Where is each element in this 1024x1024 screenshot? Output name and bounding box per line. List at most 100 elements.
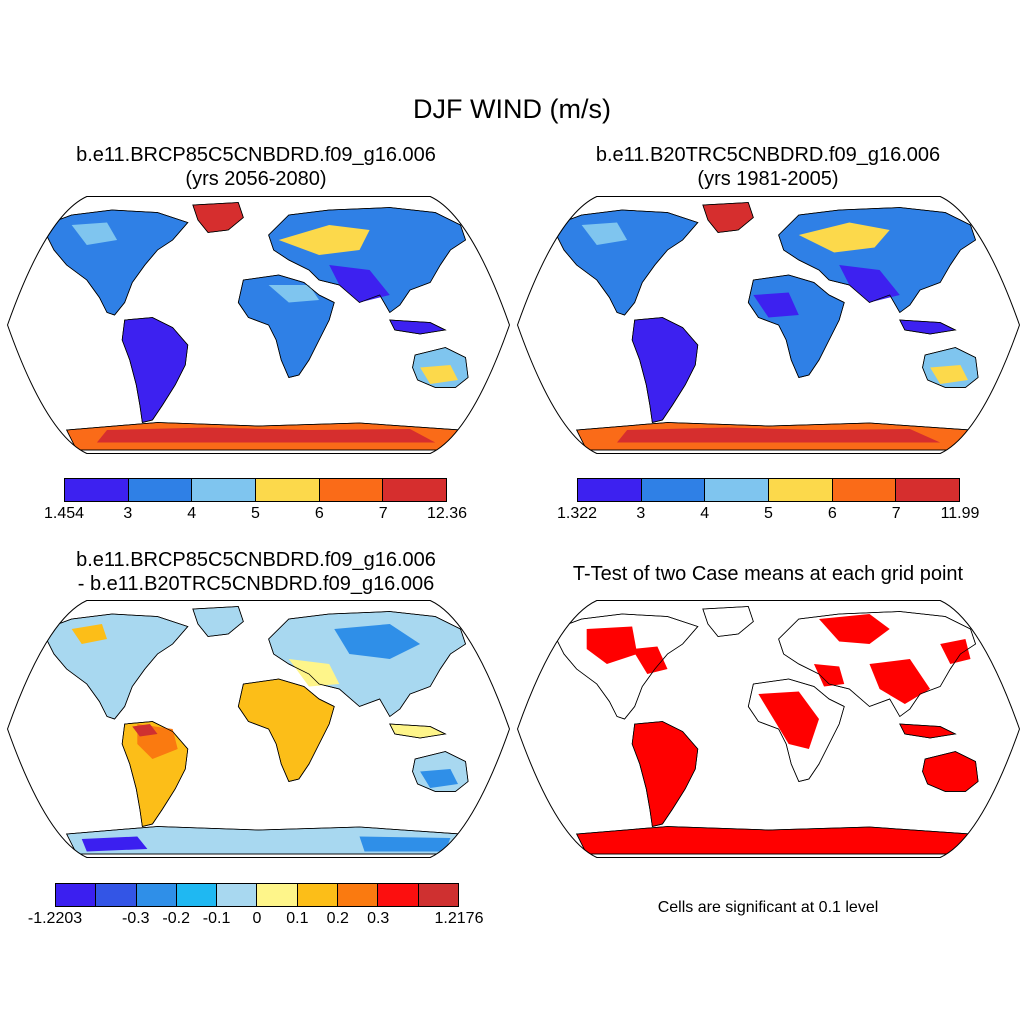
coastline-africa [747, 678, 845, 782]
field-patch [869, 659, 931, 704]
panel-3-colorbar-label: -0.2 [162, 910, 190, 927]
land-greenland [192, 202, 244, 233]
panel-1-colorbar-swatch [256, 479, 320, 501]
panel-2-colorbar-swatch [578, 479, 642, 501]
coastline-greenland [702, 202, 754, 233]
panel-3-title: b.e11.BRCP85C5CNBDRD.f09_g16.006 - b.e11… [0, 548, 512, 596]
land-greenland [702, 606, 754, 637]
coastline-australia [922, 751, 979, 792]
coastline-africa [237, 678, 335, 782]
panel-3-colorbar-swatch [378, 884, 419, 906]
panel-2-colorbar-label: 1.322 [556, 505, 598, 522]
panel-3-colorbar-label: 0.1 [286, 910, 309, 927]
panel-2-colorbar-swatch [641, 479, 706, 501]
panel-3-colorbar-label: 0.2 [326, 910, 349, 927]
panel-1-map [6, 196, 511, 454]
panel-3-colorbar-label: -1.2203 [27, 910, 83, 927]
field-patch [359, 836, 451, 852]
panel-3-colorbar-swatch [136, 884, 177, 906]
coastline-northAmerica [555, 613, 699, 720]
coastline-australia [412, 751, 469, 792]
field-patch [268, 285, 320, 303]
land-indonesia [899, 319, 957, 335]
panel-2-title-line2: (yrs 1981-2005) [697, 168, 839, 190]
field-patch [617, 427, 941, 443]
panel-3-title-line2: - b.e11.B20TRC5CNBDRD.f09_g16.006 [77, 573, 435, 595]
coastline-southAmerica [121, 317, 189, 423]
field-patch [758, 691, 819, 749]
panel-3-colorbar-label: -0.1 [202, 910, 231, 927]
coastline-indonesia [899, 723, 957, 739]
panel-1-colorbar [64, 478, 447, 502]
panel-3-colorbar-swatch [257, 884, 298, 906]
panel-3-colorbar-label: -0.3 [122, 910, 150, 927]
coastline-europeAsia [778, 207, 977, 314]
panel-3-colorbar-labels: -1.2203 -0.3 -0.2 -0.1 0 0.1 0.2 0.3 1.2176 [28, 910, 484, 932]
coastline-northAmerica [45, 209, 189, 316]
field-patch [420, 365, 458, 384]
coastline-europeAsia [268, 611, 467, 718]
panel-1-colorbar-label: 7 [378, 505, 388, 522]
land-greenland [192, 606, 244, 637]
coastline-greenland [702, 606, 754, 637]
land-antarctica [576, 826, 972, 855]
land-northAmerica [555, 209, 699, 316]
panel-1-colorbar-label: 5 [251, 505, 260, 522]
panel-2-colorbar-label: 4 [700, 505, 710, 522]
panel-1-colorbar-swatch [192, 479, 257, 501]
land-indonesia [899, 723, 957, 739]
field-patch [132, 724, 158, 737]
coastline-antarctica [66, 422, 462, 451]
panel-1-colorbar-label: 3 [123, 505, 133, 522]
panel-3-colorbar-swatch [56, 884, 97, 906]
land-indonesia [389, 319, 447, 335]
panel-3-colorbar-swatch [217, 884, 258, 906]
field-patch [71, 624, 107, 644]
panel-1-title: b.e11.BRCP85C5CNBDRD.f09_g16.006 (yrs 20… [0, 143, 512, 191]
panel-3-colorbar-swatch [297, 884, 339, 906]
land-africa [747, 274, 845, 378]
field-patch [753, 292, 799, 318]
panel-3-colorbar-swatch [176, 884, 218, 906]
panel-1-colorbar-label: 6 [314, 505, 324, 522]
land-greenland [702, 202, 754, 233]
coastline-australia [922, 347, 979, 388]
panel-1-colorbar-label: 4 [187, 505, 197, 522]
field-patch [813, 664, 845, 687]
panel-1-colorbar-swatch [65, 479, 129, 501]
panel-1-colorbar-label: 12.36 [426, 505, 468, 522]
coastline-indonesia [899, 319, 957, 335]
coastline-australia [412, 347, 469, 388]
panel-4-map [516, 600, 1021, 858]
field-patch [288, 659, 340, 687]
panel-1-colorbar-label: 1.454 [43, 505, 85, 522]
field-patch [632, 646, 668, 674]
field-patch [96, 427, 436, 443]
panel-2-colorbar-label: 7 [891, 505, 901, 522]
coastline-africa [747, 274, 845, 378]
field-patch [81, 836, 148, 852]
panel-3-colorbar-label: 1.2176 [434, 910, 484, 927]
panel-1-title-line1: b.e11.BRCP85C5CNBDRD.f09_g16.006 [76, 144, 436, 166]
field-patch [940, 639, 971, 664]
land-africa [237, 678, 335, 782]
land-northAmerica [45, 209, 189, 316]
panel-2-colorbar-label: 11.99 [940, 505, 980, 522]
panel-2-colorbar-swatch [769, 479, 833, 501]
panel-1-colorbar-swatch [319, 479, 384, 501]
coastline-indonesia [389, 319, 447, 335]
coastline-africa [237, 274, 335, 378]
field-patch [71, 222, 118, 245]
panel-1-title-line2: (yrs 2056-2080) [185, 168, 327, 190]
coastline-greenland [192, 202, 244, 233]
coastline-greenland [192, 606, 244, 637]
panel-3-colorbar-swatch [96, 884, 137, 906]
coastline-southAmerica [631, 317, 699, 423]
panel-3-colorbar-label: 0 [252, 910, 262, 927]
figure-title: DJF WIND (m/s) [413, 94, 611, 124]
panel-3-map [6, 600, 511, 858]
field-patch [329, 265, 390, 303]
coastline-southAmerica [121, 721, 189, 827]
field-patch [334, 624, 421, 659]
coastline-northAmerica [555, 209, 699, 316]
